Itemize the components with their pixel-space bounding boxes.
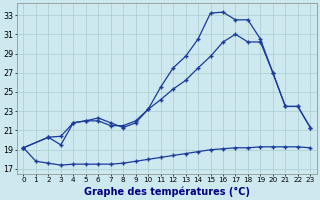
X-axis label: Graphe des températures (°C): Graphe des températures (°C) (84, 186, 250, 197)
